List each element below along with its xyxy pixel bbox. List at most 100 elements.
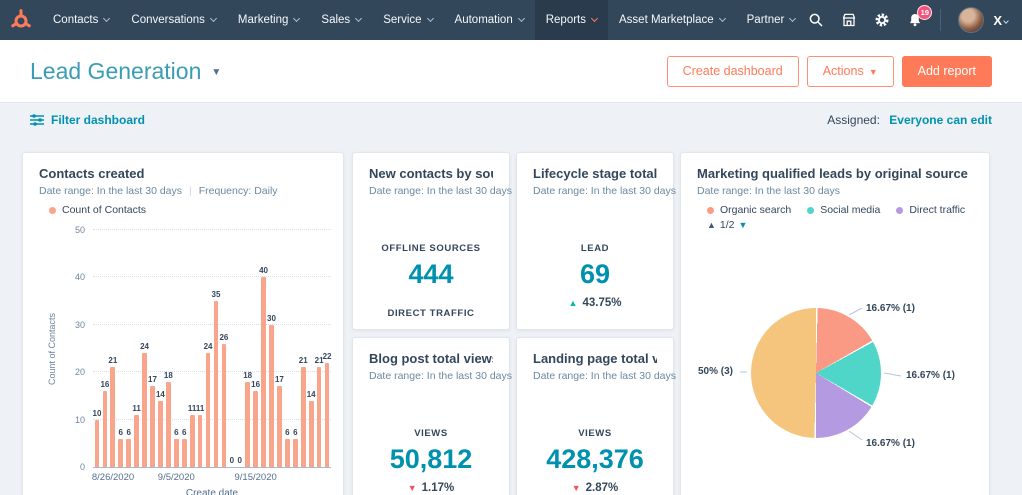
card-subtitle: Date range: In the last 30 days [533, 185, 657, 197]
card-title: Marketing qualified leads by original so… [697, 166, 973, 181]
legend-page-down-icon[interactable]: ▼ [739, 220, 748, 230]
x-tick-label: 8/26/2020 [92, 472, 134, 483]
nav-item-partner[interactable]: Partner [736, 0, 807, 40]
nav-item-contacts[interactable]: Contacts [42, 0, 120, 40]
card-contacts-created: Contacts created Date range: In the last… [22, 152, 344, 495]
search-icon[interactable] [808, 12, 824, 28]
bar-value-label: 10 [93, 409, 102, 418]
metric-value: 50,812 [369, 444, 493, 475]
bar [103, 391, 108, 467]
card-subtitle: Date range: In the last 30 days [369, 185, 493, 197]
bar [285, 439, 290, 467]
bar-plot: Count of Contacts 0102030405010162166112… [93, 230, 331, 468]
assigned-permission-link[interactable]: Everyone can edit [889, 113, 992, 127]
nav-item-automation[interactable]: Automation [444, 0, 535, 40]
page-title: Lead Generation [30, 58, 201, 85]
legend-page-up-icon[interactable]: ▲ [707, 220, 716, 230]
bar-value-label: 26 [219, 333, 228, 342]
next-metric-label: DIRECT TRAFFIC [353, 308, 509, 319]
bar [150, 386, 155, 467]
card-subtitle: Date range: In the last 30 days|Frequenc… [39, 185, 327, 197]
trend-down-icon: ▼ [572, 483, 581, 493]
bar-value-label: 14 [156, 390, 165, 399]
y-tick-label: 40 [75, 272, 85, 282]
user-avatar[interactable] [958, 7, 984, 33]
chevron-down-icon [355, 15, 362, 22]
bar-value-label: 35 [212, 290, 221, 299]
bar [206, 353, 211, 467]
nav-actions: 19 X [808, 7, 1008, 33]
dashboard-title-dropdown[interactable]: Lead Generation ▼ [30, 58, 221, 85]
chevron-down-icon: ▼ [869, 67, 878, 77]
bar [269, 325, 274, 467]
x-tick-label: 9/5/2020 [158, 472, 195, 483]
bar [301, 367, 306, 467]
contacts-created-chart: Count of Contacts 0102030405010162166112… [39, 230, 327, 495]
bar [222, 344, 227, 467]
bar [174, 439, 179, 467]
nav-item-conversations[interactable]: Conversations [120, 0, 227, 40]
notification-badge: 19 [917, 5, 932, 20]
filter-dashboard-button[interactable]: Filter dashboard [30, 113, 145, 127]
bar [182, 439, 187, 467]
bar-value-label: 17 [275, 375, 284, 384]
pie-callout: 16.67% (1) [906, 370, 955, 381]
metric-label: VIEWS [533, 428, 657, 439]
nav-item-reports[interactable]: Reports [535, 0, 608, 40]
card-lifecycle-stage-totals: Lifecycle stage totals Date range: In th… [516, 152, 674, 330]
chevron-down-icon [591, 15, 598, 22]
grid-line [93, 371, 331, 372]
card-subtitle: Date range: In the last 30 days [369, 370, 493, 382]
metric-label: LEAD [533, 243, 657, 254]
nav-item-marketing[interactable]: Marketing [227, 0, 311, 40]
chevron-down-icon [210, 15, 217, 22]
card-title: Landing page total vie... [533, 351, 657, 366]
bar-value-label: 6 [126, 428, 130, 437]
pie-chart [751, 308, 881, 438]
page-header: Lead Generation ▼ Create dashboard Actio… [0, 40, 1022, 103]
bar [214, 301, 219, 467]
bar-value-label: 17 [148, 375, 157, 384]
pie-legend-dot [707, 207, 714, 214]
notifications-bell-icon[interactable]: 19 [907, 12, 923, 28]
bar [317, 367, 322, 467]
metric-value: 444 [369, 259, 493, 290]
y-tick-label: 0 [80, 462, 85, 472]
metric-delta: ▼1.17% [369, 482, 493, 494]
card-subtitle: Date range: In the last 30 days [533, 370, 657, 382]
chevron-down-icon [789, 15, 796, 22]
bar-value-label: 6 [182, 428, 186, 437]
account-menu[interactable]: X [993, 13, 1008, 28]
create-dashboard-button[interactable]: Create dashboard [667, 56, 799, 87]
legend-item: Social media [807, 204, 880, 216]
metric-label: VIEWS [369, 428, 493, 439]
bar-value-label: 14 [307, 390, 316, 399]
chevron-down-icon [719, 15, 726, 22]
grid-line [93, 324, 331, 325]
bar-value-label: 16 [100, 380, 109, 389]
bar [261, 277, 266, 467]
nav-divider [940, 9, 941, 31]
legend-dot [49, 207, 56, 214]
bar-value-label: 24 [140, 342, 149, 351]
nav-item-service[interactable]: Service [372, 0, 443, 40]
card-title: New contacts by source [369, 166, 493, 181]
add-report-button[interactable]: Add report [902, 56, 992, 87]
actions-button[interactable]: Actions▼ [807, 56, 894, 87]
assigned-label: Assigned: [827, 113, 880, 127]
metric-delta: ▼2.87% [533, 482, 657, 494]
bar-value-label: 11 [132, 404, 140, 413]
grid-line [93, 419, 331, 420]
settings-gear-icon[interactable] [874, 12, 890, 28]
bar [166, 382, 171, 467]
hubspot-logo-icon[interactable] [6, 5, 36, 35]
nav-item-sales[interactable]: Sales [310, 0, 372, 40]
bar [134, 415, 139, 467]
y-tick-label: 30 [75, 320, 85, 330]
bar-value-label: 24 [204, 342, 213, 351]
marketplace-icon[interactable] [841, 12, 857, 28]
bar [309, 401, 314, 467]
nav-item-asset-marketplace[interactable]: Asset Marketplace [608, 0, 736, 40]
bar [190, 415, 195, 467]
pie-callout: 16.67% (1) [866, 438, 915, 449]
